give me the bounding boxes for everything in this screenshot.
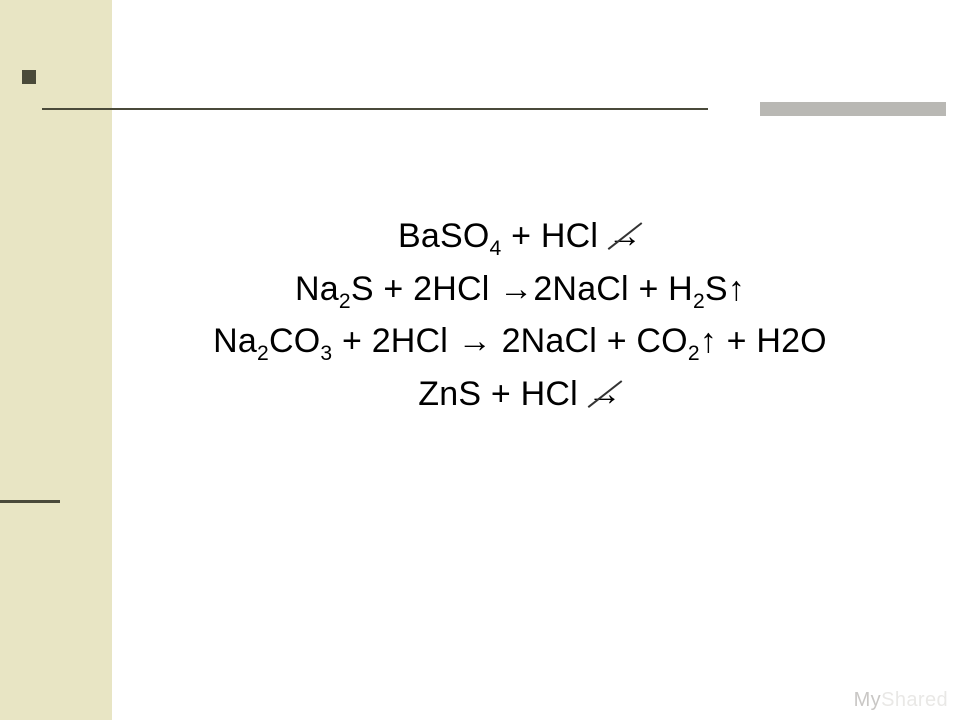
chem-formula: H2O: [756, 322, 827, 360]
watermark-my: My: [854, 689, 881, 711]
grey-accent-bar: [760, 102, 946, 116]
chem-formula: HCl: [521, 375, 578, 413]
chem-formula: Na2: [213, 322, 269, 360]
no-reaction-arrow-icon: →: [588, 368, 622, 421]
chem-formula: 2HCl: [413, 270, 489, 308]
chem-formula: HCl: [541, 217, 598, 255]
chem-formula: H2: [668, 270, 705, 308]
chem-formula: ZnS: [418, 375, 481, 413]
corner-square: [22, 70, 36, 84]
chem-formula: S: [351, 270, 374, 308]
chem-formula: S: [705, 270, 728, 308]
chem-formula: BaSO4: [398, 217, 501, 255]
watermark: MyShared: [854, 689, 948, 712]
chem-formula: 2HCl: [372, 322, 448, 360]
bottom-tick: [0, 500, 60, 503]
equation-line: Na2S + 2HCl →2NaCl + H2S↑: [120, 263, 920, 316]
equations-block: BaSO4 + HCl →Na2S + 2HCl →2NaCl + H2S↑Na…: [120, 210, 920, 421]
no-reaction-arrow-icon: →: [608, 210, 642, 263]
horizontal-rule: [42, 108, 708, 110]
chem-formula: 2NaCl: [502, 322, 597, 360]
slide: BaSO4 + HCl →Na2S + 2HCl →2NaCl + H2S↑Na…: [0, 0, 960, 720]
equation-line: Na2CO3 + 2HCl → 2NaCl + CO2↑ + H2O: [120, 315, 920, 368]
chem-formula: CO3: [269, 322, 332, 360]
chem-formula: Na2: [295, 270, 351, 308]
chem-formula: CO2: [636, 322, 699, 360]
chem-formula: 2NaCl: [533, 270, 628, 308]
equation-line: ZnS + HCl →: [120, 368, 920, 421]
watermark-shared: Shared: [881, 689, 948, 711]
equation-line: BaSO4 + HCl →: [120, 210, 920, 263]
